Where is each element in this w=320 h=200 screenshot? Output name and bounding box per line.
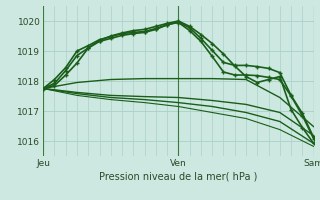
X-axis label: Pression niveau de la mer( hPa ): Pression niveau de la mer( hPa ) [99, 172, 258, 182]
